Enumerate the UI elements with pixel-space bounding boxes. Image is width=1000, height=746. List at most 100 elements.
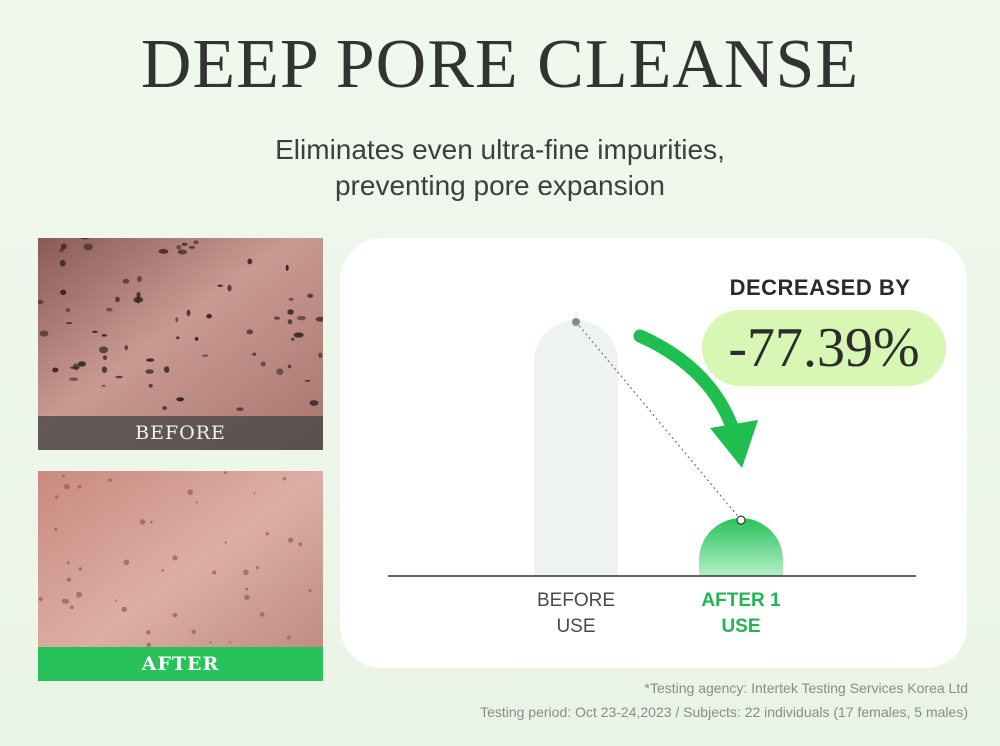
pore-spot <box>72 363 80 371</box>
pore-spot <box>307 293 314 298</box>
after-photo-label: AFTER <box>38 647 323 681</box>
decrease-label: DECREASED BY <box>729 275 911 300</box>
pore-spot <box>145 369 154 374</box>
decrease-value: -77.39% <box>702 310 946 386</box>
pore-spot <box>101 366 107 373</box>
page-title: DEEP PORE CLEANSE <box>140 26 860 103</box>
pore-spot <box>247 258 253 265</box>
pore-spot <box>175 317 179 323</box>
pore-spot <box>285 264 289 271</box>
pore-spot <box>101 334 107 337</box>
category-label-after-line-2: USE <box>721 616 761 637</box>
pore-spot <box>175 336 180 340</box>
pore-spot <box>59 248 64 252</box>
pore-spot <box>146 358 155 362</box>
pore-spot <box>309 400 319 406</box>
category-label-after: AFTER 1 USE <box>671 588 811 640</box>
pore-spot <box>193 240 199 245</box>
pore-spot <box>282 477 287 481</box>
pore-spot <box>246 329 254 335</box>
pore-spot <box>123 559 130 566</box>
pore-spot <box>212 570 217 575</box>
pore-spot <box>139 519 146 525</box>
subtitle-line-2: preventing pore expansion <box>334 170 665 201</box>
pore-spot <box>38 596 43 602</box>
pore-spot <box>194 336 199 341</box>
footnote-agency: *Testing agency: Intertek Testing Servic… <box>644 680 968 696</box>
pore-spot <box>287 364 292 369</box>
pore-spot <box>227 284 232 292</box>
pore-spot <box>108 478 112 482</box>
pore-spot <box>297 316 306 321</box>
pore-spot <box>195 501 198 504</box>
pore-spot <box>265 532 269 536</box>
pore-spot <box>78 361 86 367</box>
pore-spot <box>70 605 74 610</box>
pore-spot <box>164 366 170 373</box>
pore-spot <box>287 635 291 640</box>
pore-spot <box>158 249 169 254</box>
pore-spot <box>54 527 58 531</box>
pore-spot <box>287 319 293 325</box>
pore-spot <box>122 278 130 284</box>
pore-spot <box>60 259 66 267</box>
pore-spot <box>63 483 70 490</box>
pore-spot <box>124 345 128 351</box>
pore-spot <box>181 242 188 246</box>
pore-spot <box>115 599 118 602</box>
pore-spot <box>255 566 260 570</box>
pore-spot <box>62 474 65 478</box>
pore-spot <box>243 569 249 576</box>
chart-panel: DECREASED BY -77.39% BEFORE USE AFTER 1 … <box>340 238 967 668</box>
pore-spot <box>224 541 227 544</box>
pore-spot <box>172 555 178 561</box>
pore-spot <box>83 243 93 251</box>
pore-spot <box>149 520 153 524</box>
pore-spot <box>98 346 109 354</box>
pore-spot <box>186 309 191 317</box>
pore-spot <box>253 492 256 495</box>
before-skin-image <box>38 238 323 450</box>
pore-spot <box>115 375 123 379</box>
pore-spot <box>287 309 294 315</box>
pore-spot <box>191 629 196 635</box>
subtitle-line-1: Eliminates even ultra-fine impurities, <box>275 134 725 165</box>
pore-spot <box>244 594 250 601</box>
pore-spot <box>76 595 79 598</box>
pore-spot <box>102 355 108 360</box>
category-label-before-line-2: USE <box>556 616 596 637</box>
category-label-after-line-1: AFTER 1 <box>701 590 781 611</box>
footnote-period: Testing period: Oct 23-24,2023 / Subject… <box>480 704 968 720</box>
pore-spot <box>260 361 266 367</box>
pore-spot <box>288 297 294 301</box>
pore-spot <box>276 368 284 375</box>
pore-spot <box>92 330 98 333</box>
bar-chart <box>388 318 916 577</box>
pore-spot <box>315 316 323 322</box>
before-photo-label: BEFORE <box>38 416 323 450</box>
pore-spot <box>245 587 249 591</box>
pore-spot <box>69 377 79 381</box>
pore-spot <box>77 484 82 489</box>
pore-spot <box>39 330 49 337</box>
pore-spot <box>293 332 304 338</box>
pore-spot <box>217 284 223 287</box>
pore-spot <box>259 612 265 617</box>
pore-spot <box>229 641 232 644</box>
pore-spot <box>176 245 182 250</box>
pore-spot <box>78 567 83 571</box>
pore-spot <box>252 352 257 356</box>
pore-spot <box>188 246 196 249</box>
subtitle: Eliminates even ultra-fine impurities, p… <box>0 132 1000 204</box>
pore-spot <box>177 249 187 255</box>
pore-spot <box>60 243 67 250</box>
pore-spot <box>298 542 303 547</box>
bar-before-use <box>534 320 618 576</box>
pore-spot <box>60 289 67 295</box>
pore-spot <box>148 383 153 388</box>
pore-spot <box>121 606 128 612</box>
pore-spot <box>65 308 71 313</box>
pore-spot <box>52 367 59 373</box>
category-label-before: BEFORE USE <box>506 588 646 640</box>
pore-spot <box>115 296 120 303</box>
